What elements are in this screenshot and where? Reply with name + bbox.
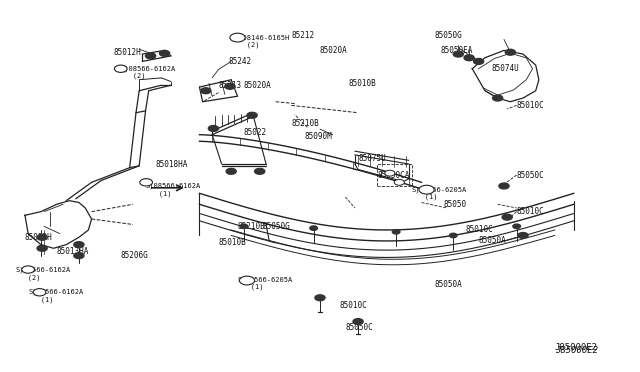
Text: 85013HA: 85013HA [57, 247, 89, 256]
Text: 85075U: 85075U [358, 154, 386, 163]
Text: 85010C: 85010C [339, 301, 367, 310]
Circle shape [140, 179, 152, 186]
Circle shape [505, 49, 515, 55]
Text: 85020A: 85020A [244, 81, 271, 90]
Text: 85013H: 85013H [25, 233, 52, 242]
Circle shape [74, 253, 84, 259]
Text: 85050CA: 85050CA [377, 170, 410, 180]
Text: 85012H: 85012H [114, 48, 141, 57]
Text: J85000E2: J85000E2 [555, 343, 598, 352]
Text: S: S [245, 279, 249, 284]
Circle shape [22, 266, 35, 273]
Circle shape [315, 295, 325, 301]
Circle shape [474, 58, 484, 64]
Circle shape [513, 224, 520, 228]
Text: S: S [425, 188, 429, 193]
Text: 85213: 85213 [218, 81, 242, 90]
Circle shape [115, 65, 127, 73]
Circle shape [247, 112, 257, 118]
Text: 85018HA: 85018HA [155, 160, 188, 169]
Circle shape [353, 319, 363, 324]
Circle shape [453, 51, 463, 57]
Text: 85050C: 85050C [346, 323, 373, 331]
Circle shape [230, 33, 245, 42]
Circle shape [209, 125, 218, 131]
Circle shape [201, 88, 211, 94]
Text: 85206G: 85206G [120, 251, 148, 260]
Circle shape [394, 179, 404, 185]
Text: 85050G: 85050G [434, 31, 462, 40]
Circle shape [310, 226, 317, 230]
Circle shape [419, 185, 434, 194]
Circle shape [159, 51, 170, 56]
Text: S: S [119, 67, 123, 72]
Text: 85074U: 85074U [492, 64, 519, 73]
Text: 85210B: 85210B [291, 119, 319, 128]
Circle shape [240, 224, 248, 228]
Text: B: B [236, 36, 239, 41]
Circle shape [37, 246, 47, 251]
Circle shape [493, 95, 503, 101]
Text: 85010C: 85010C [516, 207, 545, 216]
Text: B)08146-6165H
   (2): B)08146-6165H (2) [234, 34, 289, 48]
Text: 85050A: 85050A [434, 280, 462, 289]
Text: 85050A: 85050A [479, 237, 506, 246]
Text: 85050: 85050 [444, 200, 467, 209]
Text: S: S [38, 291, 42, 295]
Text: S)08566-6205A
   (1): S)08566-6205A (1) [237, 276, 292, 290]
Text: 85010C: 85010C [516, 101, 545, 110]
Text: S)08566-6205A
   (1): S)08566-6205A (1) [412, 186, 467, 201]
Circle shape [225, 83, 235, 89]
Text: 85050EA: 85050EA [440, 46, 473, 55]
Circle shape [464, 55, 474, 61]
Circle shape [37, 234, 47, 240]
Text: S)08566-6162A
   (1): S)08566-6162A (1) [145, 183, 201, 197]
Text: S)08566-6162A
   (2): S)08566-6162A (2) [15, 267, 70, 281]
Circle shape [226, 169, 236, 174]
Circle shape [33, 289, 46, 296]
Text: 85242: 85242 [228, 57, 251, 66]
Text: 85050G: 85050G [263, 222, 291, 231]
Text: 85010B: 85010B [218, 238, 246, 247]
Circle shape [499, 183, 509, 189]
Circle shape [74, 242, 84, 247]
Text: S: S [26, 268, 30, 273]
Circle shape [255, 169, 265, 174]
Text: S)08566-6162A
   (1): S)08566-6162A (1) [28, 289, 83, 303]
Text: S: S [144, 180, 148, 186]
Text: 85010C: 85010C [466, 225, 493, 234]
Circle shape [392, 230, 400, 234]
Text: J85000E2: J85000E2 [555, 346, 598, 355]
Text: 85210B: 85210B [237, 222, 265, 231]
Text: 85090M: 85090M [304, 132, 332, 141]
Circle shape [145, 53, 156, 59]
Text: S)08566-6162A
   (2): S)08566-6162A (2) [120, 65, 175, 79]
Text: 85020A: 85020A [320, 46, 348, 55]
Text: 85022: 85022 [244, 128, 267, 137]
Circle shape [518, 232, 528, 238]
Circle shape [449, 233, 457, 238]
Circle shape [502, 214, 512, 220]
Text: 85010B: 85010B [349, 79, 376, 88]
Circle shape [239, 276, 255, 285]
Circle shape [385, 170, 395, 176]
Text: 85212: 85212 [291, 31, 315, 40]
Text: 85050C: 85050C [516, 170, 545, 180]
